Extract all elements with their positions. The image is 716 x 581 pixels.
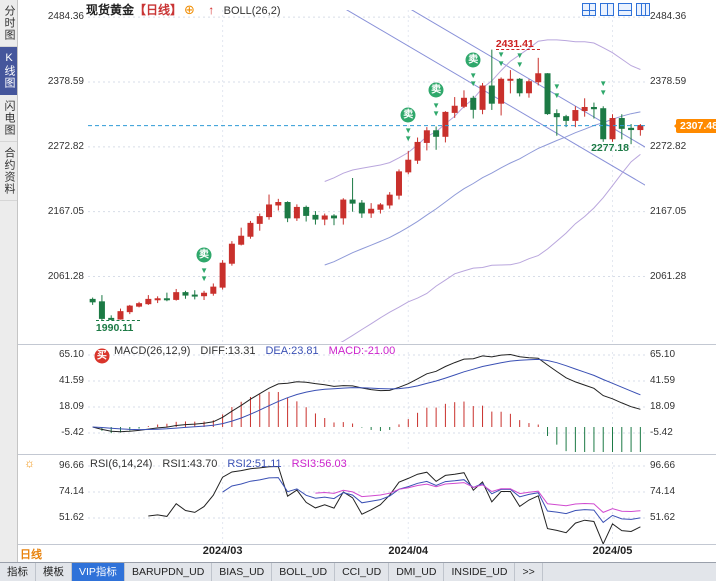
bottom-tab-bias_ud[interactable]: BIAS_UD [212,563,273,581]
boll-indicator-label[interactable]: BOLL(26,2) [223,5,281,17]
sidebar-tab-kline-chart[interactable]: K线图 [0,47,17,95]
rsi3-value: RSI3:56.03 [291,458,347,470]
layout-vertical-split-icon[interactable] [600,3,614,16]
axis-label: 2061.28 [650,270,687,282]
axis-label: 51.62 [58,511,84,523]
layout-three-pane-icon[interactable] [636,3,650,16]
axis-label: 2378.59 [650,75,687,87]
axis-label: 96.66 [650,459,676,471]
bottom-tab-more[interactable]: >> [515,563,543,581]
bottom-tab-bar: 指标 模板 VIP指标 BARUPDN_UD BIAS_UD BOLL_UD CCI_UD D… [0,562,716,581]
panel-divider [0,344,716,345]
macd-diff-value: DIFF:13.31 [200,345,256,357]
bottom-tab-cci_ud[interactable]: CCI_UD [335,563,390,581]
rsi-legend: ☼ RSI(6,14,24) RSI1:43.70 RSI2:51.11 RSI3:56… [24,456,357,470]
period-label: 【日线】 [134,3,183,17]
main-candlestick-chart[interactable] [88,10,645,342]
axis-label: 65.10 [650,348,676,360]
macd-panel-chart[interactable] [88,352,645,452]
rsi2-value: RSI2:51.11 [227,458,282,470]
bottom-tab-dmi_ud[interactable]: DMI_UD [389,563,445,581]
indicator-settings-icon[interactable]: ☼ [24,456,35,470]
red-up-arrow-icon[interactable]: ↑ [208,3,215,17]
axis-label: 96.66 [58,459,84,471]
bottom-tab-barupdn_ud[interactable]: BARUPDN_UD [125,563,213,581]
axis-label: 2167.05 [650,205,687,217]
axis-label: 41.59 [650,374,676,386]
add-indicator-icon[interactable]: ⊕ [184,2,195,17]
axis-label: 2024/05 [592,545,633,557]
axis-label: 2167.05 [47,205,84,217]
candles-group [89,49,644,321]
left-sidebar: 分时图 K线图 闪电图 合约资料 [0,0,18,581]
x-axis-period-label[interactable]: 日线 [20,546,42,563]
axis-label: 2378.59 [47,75,84,87]
rsi-params-label[interactable]: RSI(6,14,24) [90,458,153,470]
axis-label: 2272.82 [650,140,687,152]
axis-label: 2272.82 [47,140,84,152]
macd-params-label[interactable]: MACD(26,12,9) [114,345,191,357]
macd-value: MACD:-21.00 [328,345,396,357]
macd-dea-value: DEA:23.81 [265,345,319,357]
layout-toolbar [582,3,650,16]
panel-divider [0,454,716,455]
bottom-tab-inside_ud[interactable]: INSIDE_UD [444,563,516,581]
axis-label: 18.09 [650,400,676,412]
sidebar-tab-time-chart[interactable]: 分时图 [0,0,17,47]
chart-header: 现货黄金【日线】 ⊕ ↑ BOLL(26,2) [86,1,281,17]
bottom-tab-指标[interactable]: 指标 [0,563,36,581]
bottom-tab-boll_ud[interactable]: BOLL_UD [272,563,336,581]
axis-label: 65.10 [58,348,84,360]
axis-label: -5.42 [61,426,84,438]
panel-divider [0,544,716,545]
symbol-name: 现货黄金 [86,3,135,17]
axis-label: 51.62 [650,511,676,523]
trend-channel-lines [346,10,645,186]
axis-label: 74.14 [650,485,676,497]
axis-label: 2024/03 [202,545,243,557]
axis-label: 74.14 [58,485,84,497]
axis-label: -5.42 [650,426,673,438]
macd-histogram [101,391,641,452]
axis-label: 2484.36 [650,11,687,23]
axis-label: 18.09 [58,400,84,412]
rsi1-value: RSI1:43.70 [162,458,218,470]
bottom-tab-vip指标[interactable]: VIP指标 [72,563,125,581]
layout-grid-icon[interactable] [582,3,596,16]
macd-legend: MACD(26,12,9) DIFF:13.31 DEA:23.81 MACD:-21… [114,345,405,357]
layout-horizontal-split-icon[interactable] [618,3,632,16]
axis-label: 2484.36 [47,11,84,23]
axis-label: 41.59 [58,374,84,386]
rsi-panel-chart[interactable] [88,462,645,545]
axis-label: 2061.28 [47,270,84,282]
sidebar-tab-lightning-chart[interactable]: 闪电图 [0,95,17,142]
bottom-tab-模板[interactable]: 模板 [36,563,72,581]
sidebar-tab-contract-info[interactable]: 合约资料 [0,142,17,201]
current-price-badge: 2307.48 [674,118,716,133]
axis-label: 2024/04 [388,545,429,557]
